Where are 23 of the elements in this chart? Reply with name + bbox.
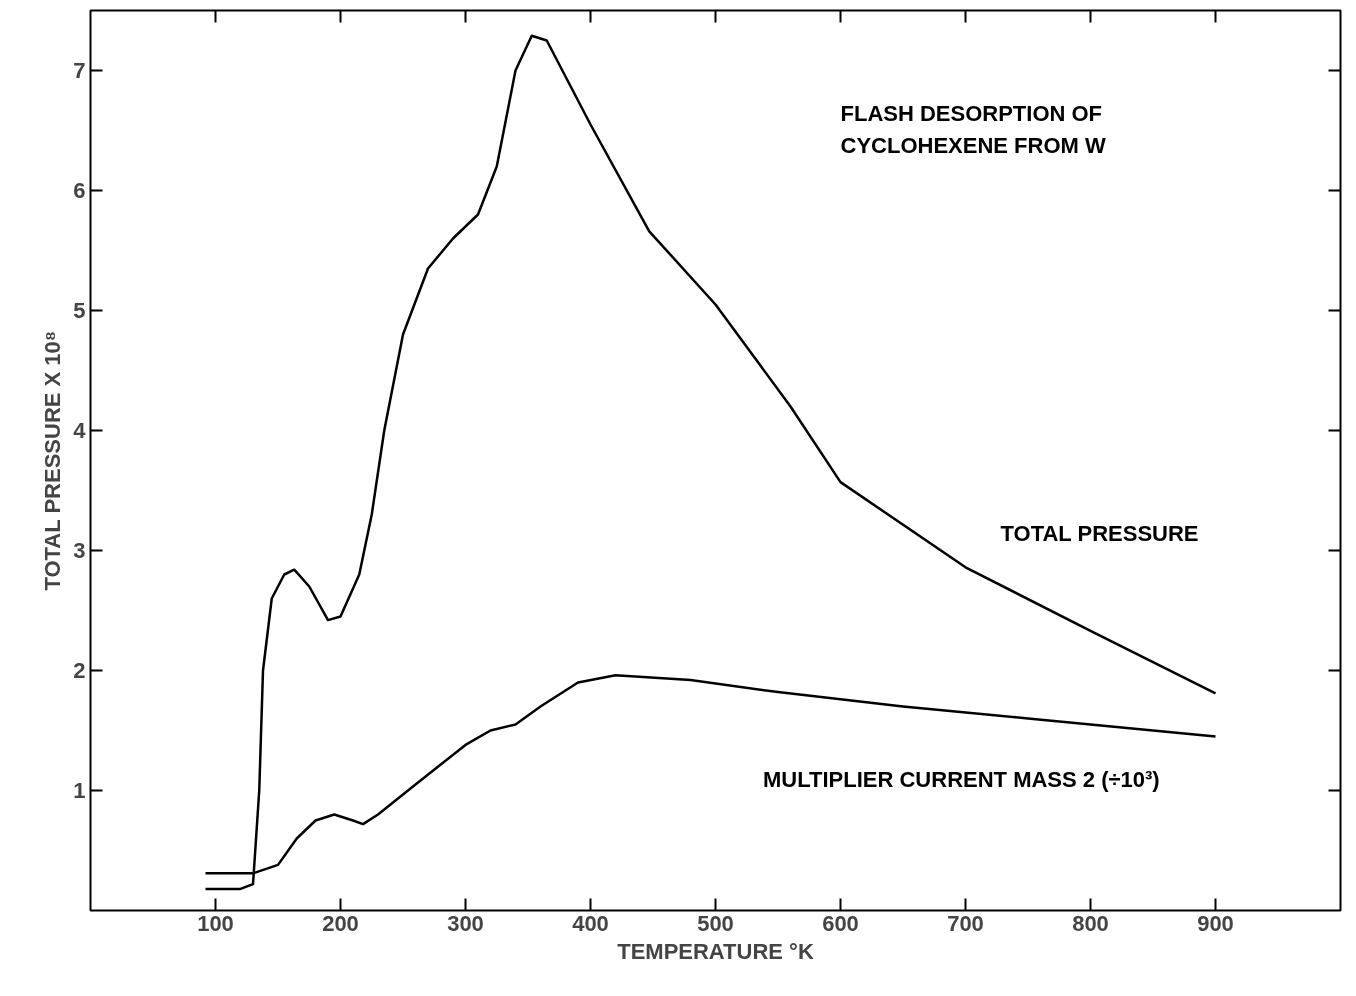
x-tick-label: 500 bbox=[697, 910, 734, 936]
y-tick-label: 7 bbox=[73, 58, 86, 83]
annotation: FLASH DESORPTION OF bbox=[840, 100, 1103, 126]
series-label: MULTIPLIER CURRENT MASS 2 (÷10³) bbox=[763, 766, 1160, 792]
x-tick-label: 100 bbox=[197, 910, 234, 936]
y-tick-label: 4 bbox=[73, 418, 87, 443]
x-tick-label: 300 bbox=[447, 910, 484, 936]
y-tick-label: 3 bbox=[73, 538, 86, 563]
line-series bbox=[204, 34, 1217, 891]
x-tick-label: 700 bbox=[947, 910, 984, 936]
x-tick-label: 900 bbox=[1197, 910, 1234, 936]
y-tick-label: 1 bbox=[73, 778, 86, 803]
y-tick-label: 2 bbox=[73, 658, 86, 683]
y-tick-label: 5 bbox=[73, 298, 86, 323]
x-tick-label: 400 bbox=[572, 910, 609, 936]
x-tick-label: 800 bbox=[1072, 910, 1109, 936]
annotation: CYCLOHEXENE FROM W bbox=[840, 132, 1106, 158]
x-axis-title: TEMPERATURE °K bbox=[617, 938, 814, 964]
x-tick-label: 600 bbox=[822, 910, 859, 936]
y-axis-title: TOTAL PRESSURE X 10⁸ bbox=[40, 330, 66, 591]
series-label: TOTAL PRESSURE bbox=[1000, 520, 1199, 546]
y-tick-label: 6 bbox=[73, 178, 86, 203]
x-tick-label: 200 bbox=[322, 910, 359, 936]
